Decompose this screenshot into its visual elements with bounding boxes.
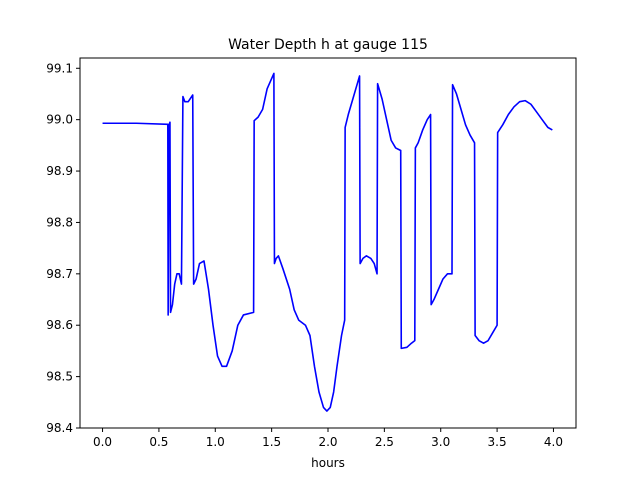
- x-tick-label: 2.5: [375, 435, 394, 449]
- y-tick-label: 98.6: [46, 318, 73, 332]
- x-tick-label: 4.0: [544, 435, 563, 449]
- y-tick-label: 99.0: [46, 113, 73, 127]
- x-tick-label: 1.0: [206, 435, 225, 449]
- x-tick-label: 0.5: [149, 435, 168, 449]
- x-tick-label: 3.0: [431, 435, 450, 449]
- y-tick-label: 98.7: [46, 267, 73, 281]
- series-line: [102, 72, 553, 412]
- x-tick-label: 2.0: [318, 435, 337, 449]
- y-tick-label: 98.5: [46, 370, 73, 384]
- x-axis-label: hours: [311, 456, 345, 470]
- x-tick-label: 1.5: [262, 435, 281, 449]
- chart-title: Water Depth h at gauge 115: [228, 37, 428, 53]
- x-tick-label: 0.0: [93, 435, 112, 449]
- axes-background: [80, 58, 576, 428]
- x-tick-label: 3.5: [488, 435, 507, 449]
- y-tick-label: 98.9: [46, 164, 73, 178]
- y-tick-label: 98.4: [46, 421, 73, 435]
- plot-area: [80, 58, 576, 428]
- y-tick-label: 99.1: [46, 61, 73, 75]
- series-layer: [102, 72, 553, 412]
- y-axis: 98.4 98.5 98.6 98.7 98.8 98.9 99.0 99.1: [46, 61, 80, 435]
- y-tick-label: 98.8: [46, 215, 73, 229]
- x-axis: 0.0 0.5 1.0 1.5 2.0 2.5 3.0 3.5 4.0: [93, 428, 563, 449]
